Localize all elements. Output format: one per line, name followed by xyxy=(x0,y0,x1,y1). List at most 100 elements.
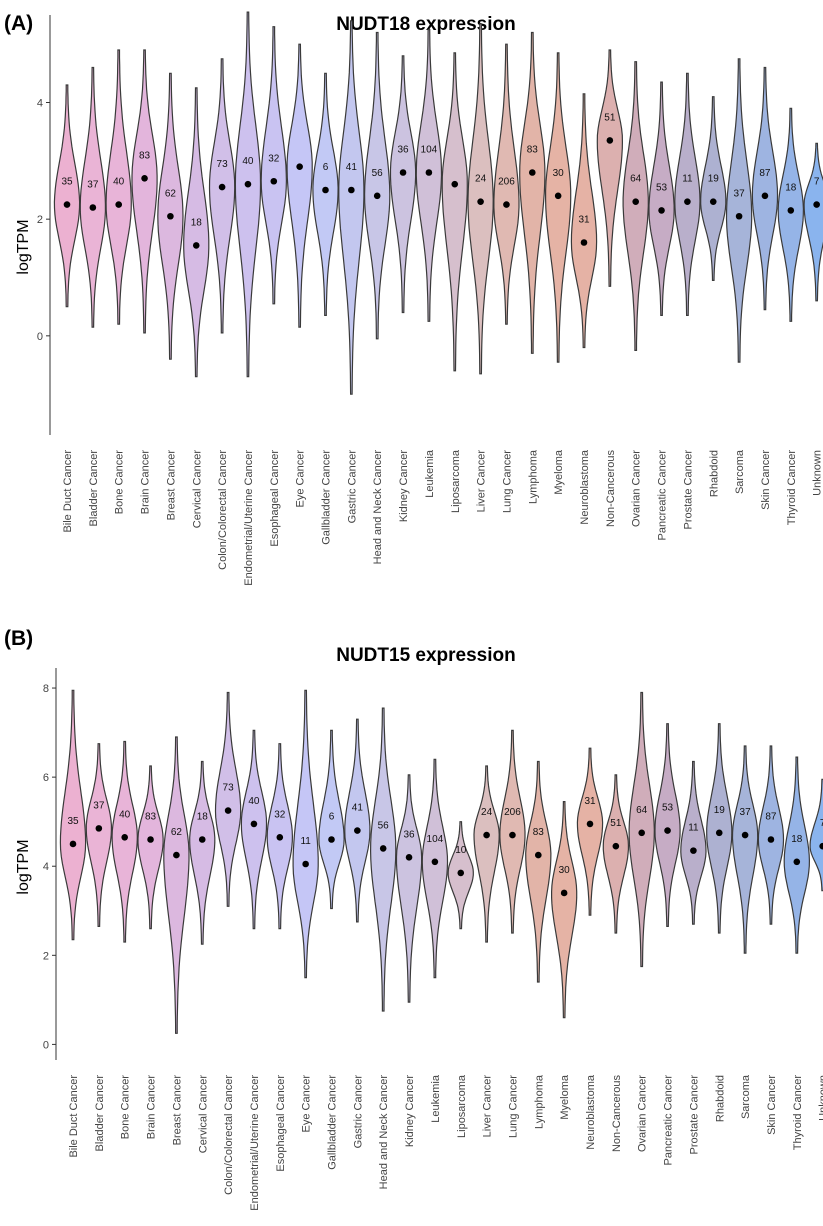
violin-2 xyxy=(85,743,112,927)
sample-size-label: 40 xyxy=(119,809,131,820)
category-label: Endometrial/Uterine Cancer xyxy=(249,1075,261,1211)
category-label: Liposarcoma xyxy=(450,449,462,513)
violin-25 xyxy=(680,760,707,925)
chart-title-nudt18: NUDT18 expression xyxy=(336,14,516,35)
category-label: Lung Cancer xyxy=(507,1075,519,1138)
category-label: Liver Cancer xyxy=(482,1075,494,1138)
sample-size-label: 11 xyxy=(682,174,693,185)
violin-30 xyxy=(809,778,823,892)
median-point xyxy=(586,820,594,828)
category-label: Thyroid Cancer xyxy=(792,1075,804,1151)
median-point xyxy=(173,851,180,859)
median-point xyxy=(529,169,536,176)
category-label: Bladder Cancer xyxy=(94,1075,106,1152)
category-label: Myeloma xyxy=(559,1074,571,1120)
sample-size-label: 83 xyxy=(533,827,545,838)
median-point xyxy=(483,831,490,839)
category-label: Myeloma xyxy=(553,449,565,495)
median-point xyxy=(224,807,232,814)
chart-title-nudt15: NUDT15 expression xyxy=(336,645,516,666)
median-point xyxy=(741,831,749,839)
sample-size-label: 53 xyxy=(662,803,674,814)
violin-1 xyxy=(59,689,87,941)
sample-size-label: 24 xyxy=(481,807,493,818)
sample-size-label: 41 xyxy=(352,803,364,814)
sample-size-label: 83 xyxy=(527,145,539,156)
category-label: Lymphoma xyxy=(527,449,539,504)
sample-size-label: 32 xyxy=(274,809,286,820)
sample-size-label: 51 xyxy=(610,818,622,829)
median-point xyxy=(244,180,252,188)
sample-size-label: 104 xyxy=(421,145,438,156)
category-label: Kidney Cancer xyxy=(398,450,410,522)
median-point xyxy=(192,242,200,249)
violin-11 xyxy=(318,729,345,910)
sample-size-label: 37 xyxy=(87,180,99,191)
median-point xyxy=(684,198,691,205)
violin-2 xyxy=(79,66,106,328)
median-point xyxy=(379,845,387,852)
violin-24 xyxy=(654,723,681,927)
median-point xyxy=(115,201,122,208)
category-label: Brain Cancer xyxy=(146,1075,158,1140)
violin-22 xyxy=(596,49,624,287)
median-point xyxy=(141,175,148,182)
violin-7 xyxy=(208,58,236,334)
violin-20 xyxy=(545,52,572,363)
median-point xyxy=(218,183,226,191)
sample-size-label: 40 xyxy=(242,156,254,167)
category-label: Ovarian Cancer xyxy=(631,450,643,527)
category-label: Ovarian Cancer xyxy=(637,1075,649,1152)
violin-22 xyxy=(602,774,629,934)
category-label: Prostate Cancer xyxy=(688,1075,700,1155)
category-label: Kidney Cancer xyxy=(404,1075,416,1147)
sample-size-label: 62 xyxy=(165,188,177,199)
violin-20 xyxy=(551,801,578,1019)
median-point xyxy=(690,847,697,854)
sample-size-label: 10 xyxy=(455,845,467,856)
category-label: Pancreatic Cancer xyxy=(663,1075,675,1166)
sample-size-label: 40 xyxy=(113,177,125,188)
violin-3 xyxy=(111,740,138,943)
category-label: Head and Neck Cancer xyxy=(378,1075,390,1190)
violin-19 xyxy=(519,31,546,354)
violin-30 xyxy=(803,142,823,302)
violin-3 xyxy=(105,49,132,325)
violin-6 xyxy=(189,760,216,945)
median-point xyxy=(322,186,329,194)
category-label: Prostate Cancer xyxy=(682,450,694,530)
category-label: Liver Cancer xyxy=(476,450,488,513)
sample-size-label: 32 xyxy=(268,153,280,164)
category-label: Cervical Cancer xyxy=(197,1075,209,1154)
median-point xyxy=(709,198,717,205)
violin-4 xyxy=(131,49,158,334)
median-point xyxy=(276,833,284,841)
violin-25 xyxy=(674,72,701,316)
median-point xyxy=(503,201,510,208)
category-label: Bladder Cancer xyxy=(88,450,100,527)
sample-size-label: 83 xyxy=(139,150,151,161)
median-point xyxy=(250,820,258,828)
median-point xyxy=(354,827,361,834)
sample-size-label: 31 xyxy=(584,796,596,807)
median-point xyxy=(405,854,413,861)
violin-8 xyxy=(234,11,262,378)
category-label: Bone Cancer xyxy=(120,1075,132,1140)
category-label: Gastric Cancer xyxy=(346,450,358,524)
sample-size-label: 51 xyxy=(604,112,616,123)
violin-26 xyxy=(706,723,733,934)
violin-18 xyxy=(493,43,520,325)
violin-14 xyxy=(389,55,417,314)
median-point xyxy=(819,842,823,850)
violin-27 xyxy=(725,58,753,363)
median-point xyxy=(296,163,303,170)
median-point xyxy=(793,858,801,866)
y-tick-label: 8 xyxy=(43,683,49,695)
sample-size-label: 30 xyxy=(553,168,565,179)
category-label: Thyroid Cancer xyxy=(786,450,798,526)
median-point xyxy=(167,212,174,220)
category-label: Gastric Cancer xyxy=(352,1075,364,1149)
